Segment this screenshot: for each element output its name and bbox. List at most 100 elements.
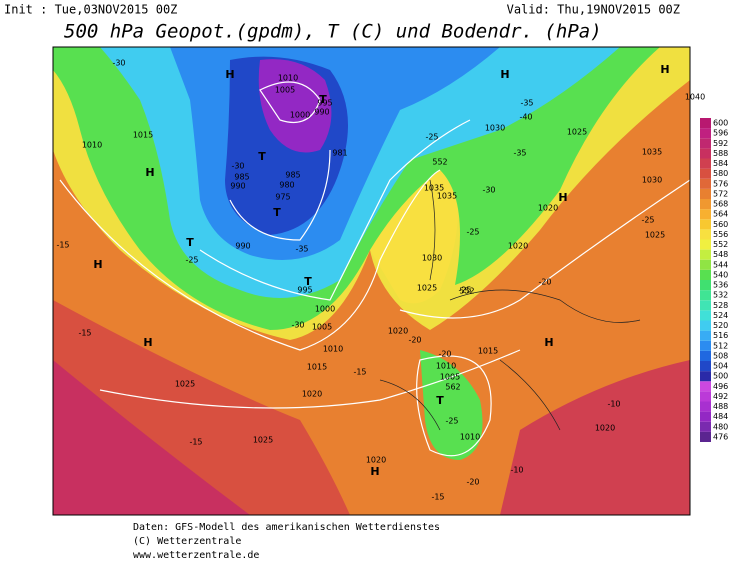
contour-label: -25 [458, 286, 471, 295]
valid-time: Valid: Thu,19NOV2015 00Z [507, 3, 680, 17]
colorbar-label: 568 [713, 200, 728, 209]
colorbar-label: 504 [713, 362, 728, 371]
contour-label: -30 [231, 162, 244, 171]
colorbar-label: 488 [713, 402, 728, 411]
pressure-center: T [258, 150, 266, 163]
contour-label: 1005 [312, 323, 332, 332]
footer-line: Daten: GFS-Modell des amerikanischen Wet… [133, 522, 440, 533]
colorbar-label: 588 [713, 149, 728, 158]
colorbar-cell [700, 148, 711, 159]
contour-label: -15 [353, 368, 366, 377]
pressure-center: T [186, 236, 194, 249]
init-time: Init : Tue,03NOV2015 00Z [4, 3, 177, 17]
contour-label: 1005 [440, 373, 460, 382]
contour-label: 1025 [645, 231, 665, 240]
colorbar-label: 512 [713, 341, 728, 350]
contour-label: 1030 [485, 124, 505, 133]
colorbar-label: 572 [713, 189, 728, 198]
colorbar-cell [700, 219, 711, 230]
pressure-center: H [145, 166, 154, 179]
pressure-center: H [225, 68, 234, 81]
contour-label: -20 [438, 350, 451, 359]
colorbar-label: 556 [713, 230, 728, 239]
pressure-center: T [304, 275, 312, 288]
contour-label: 1025 [417, 284, 437, 293]
contour-label: -10 [510, 466, 523, 475]
colorbar-cell [700, 401, 711, 412]
contour-label: 1000 [290, 111, 310, 120]
contour-label: 1025 [567, 128, 587, 137]
pressure-center: T [319, 93, 327, 106]
colorbar-cell [700, 391, 711, 402]
map-field [53, 47, 690, 515]
footer-line: www.wetterzentrale.de [133, 550, 259, 561]
contour-label: -30 [482, 186, 495, 195]
contour-label: -25 [425, 133, 438, 142]
contour-label: 981 [332, 149, 347, 158]
contour-label: -20 [408, 336, 421, 345]
colorbar-cell [700, 168, 711, 179]
pressure-center: T [273, 206, 281, 219]
colorbar-cell [700, 138, 711, 149]
contour-label: -20 [466, 478, 479, 487]
contour-label: -25 [466, 228, 479, 237]
colorbar: 4764804844884924965005045085125165205245… [700, 118, 728, 442]
contour-label: 1015 [133, 131, 153, 140]
contour-label: -35 [520, 99, 533, 108]
colorbar-cell [700, 239, 711, 250]
contour-label: -25 [185, 256, 198, 265]
colorbar-cell [700, 229, 711, 240]
contour-label: 1010 [82, 141, 102, 150]
contour-label: -10 [607, 400, 620, 409]
contour-label: 1035 [642, 148, 662, 157]
contour-label: 1020 [538, 204, 558, 213]
colorbar-label: 584 [713, 159, 728, 168]
contour-label: 985 [234, 173, 249, 182]
pressure-center: T [436, 394, 444, 407]
contour-label: 995 [317, 99, 332, 108]
contour-label: 1010 [460, 433, 480, 442]
contour-label: -35 [295, 245, 308, 254]
contour-label: 990 [314, 108, 329, 117]
contour-label: -20 [538, 278, 551, 287]
contour-label: 980 [279, 181, 294, 190]
colorbar-label: 484 [713, 412, 728, 421]
contour-label: 552 [459, 287, 474, 296]
contour-label: 1030 [422, 254, 442, 263]
contour-label: -30 [112, 59, 125, 68]
colorbar-label: 552 [713, 240, 728, 249]
contour-label: 1035 [437, 192, 457, 201]
colorbar-label: 540 [713, 270, 728, 279]
colorbar-cell [700, 188, 711, 199]
colorbar-cell [700, 300, 711, 311]
pressure-center: H [370, 465, 379, 478]
colorbar-label: 500 [713, 372, 728, 381]
contour-label: 1035 [424, 184, 444, 193]
contour-label: 990 [235, 242, 250, 251]
colorbar-cell [700, 320, 711, 331]
colorbar-label: 548 [713, 250, 728, 259]
contour-label: 552 [432, 158, 447, 167]
colorbar-cell [700, 158, 711, 169]
colorbar-label: 492 [713, 392, 728, 401]
colorbar-cell [700, 381, 711, 392]
pressure-center: H [660, 63, 669, 76]
contour-label: 1025 [175, 380, 195, 389]
colorbar-cell [700, 178, 711, 189]
colorbar-label: 532 [713, 291, 728, 300]
colorbar-label: 516 [713, 331, 728, 340]
pressure-center: H [544, 336, 553, 349]
colorbar-cell [700, 411, 711, 422]
colorbar-cell [700, 118, 711, 129]
colorbar-label: 508 [713, 351, 728, 360]
colorbar-label: 528 [713, 301, 728, 310]
colorbar-cell [700, 128, 711, 139]
contour-label: 1025 [253, 436, 273, 445]
contour-label: 1010 [436, 362, 456, 371]
contour-label: -15 [56, 241, 69, 250]
contour-label: 985 [285, 171, 300, 180]
pressure-center: H [143, 336, 152, 349]
contour-label: -25 [445, 417, 458, 426]
contour-label: 1020 [366, 456, 386, 465]
contour-label: 1015 [478, 347, 498, 356]
